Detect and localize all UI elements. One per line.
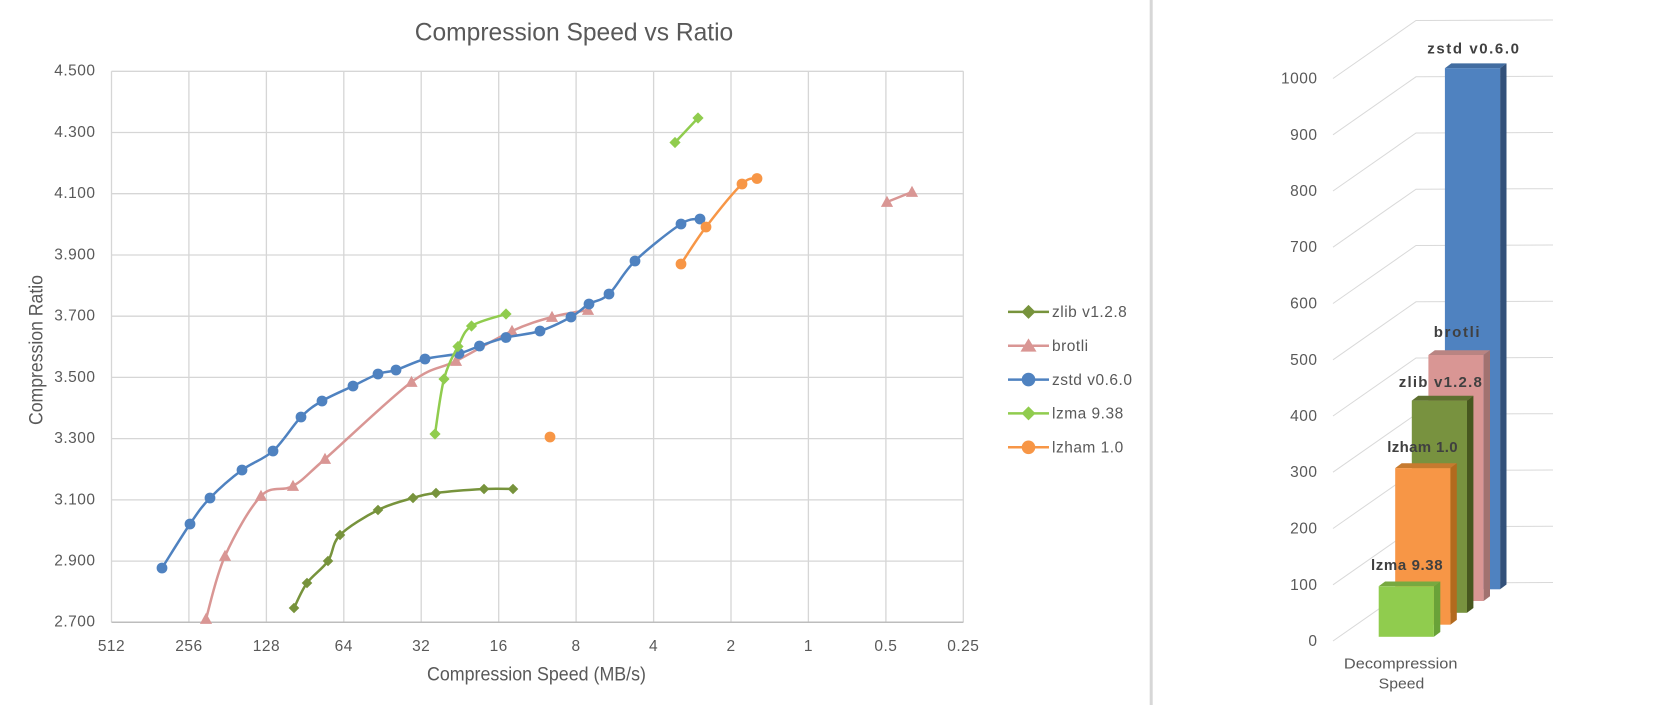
svg-text:100: 100	[1290, 577, 1317, 594]
svg-text:3.500: 3.500	[54, 369, 95, 386]
svg-text:lzma 9.38: lzma 9.38	[1371, 557, 1443, 574]
svg-text:2.900: 2.900	[54, 553, 95, 570]
svg-text:Compression Speed (MB/s): Compression Speed (MB/s)	[427, 664, 646, 686]
svg-text:4.300: 4.300	[54, 124, 95, 141]
svg-text:lzham 1.0: lzham 1.0	[1052, 440, 1124, 457]
svg-text:800: 800	[1290, 183, 1317, 200]
svg-text:2.700: 2.700	[54, 614, 95, 631]
svg-text:3.700: 3.700	[54, 308, 95, 325]
svg-text:zlib v1.2.8: zlib v1.2.8	[1399, 374, 1482, 391]
svg-text:32: 32	[412, 638, 430, 655]
svg-text:4: 4	[649, 638, 658, 655]
svg-text:512: 512	[98, 638, 125, 655]
svg-text:Decompression: Decompression	[1344, 656, 1458, 673]
svg-text:Compression Ratio: Compression Ratio	[26, 275, 48, 425]
svg-text:128: 128	[253, 638, 280, 655]
svg-text:64: 64	[335, 638, 353, 655]
svg-text:brotli: brotli	[1434, 324, 1480, 341]
svg-text:0.5: 0.5	[874, 638, 897, 655]
svg-text:4.500: 4.500	[54, 63, 95, 80]
svg-text:0.25: 0.25	[947, 638, 979, 655]
svg-text:Speed: Speed	[1379, 676, 1425, 693]
svg-text:zstd v0.6.0: zstd v0.6.0	[1427, 41, 1519, 58]
svg-text:2: 2	[726, 638, 735, 655]
svg-text:200: 200	[1290, 521, 1317, 538]
svg-text:600: 600	[1290, 296, 1317, 313]
svg-text:Compression Speed vs Ratio: Compression Speed vs Ratio	[415, 20, 734, 47]
svg-text:3.100: 3.100	[54, 491, 95, 508]
svg-text:16: 16	[490, 638, 508, 655]
svg-text:500: 500	[1290, 352, 1317, 369]
svg-text:3.300: 3.300	[54, 430, 95, 447]
svg-text:300: 300	[1290, 464, 1317, 481]
svg-text:256: 256	[175, 638, 202, 655]
svg-text:1: 1	[804, 638, 813, 655]
svg-text:900: 900	[1290, 127, 1317, 144]
svg-text:brotli: brotli	[1052, 338, 1089, 355]
svg-text:zlib v1.2.8: zlib v1.2.8	[1052, 304, 1127, 321]
svg-text:3.900: 3.900	[54, 246, 95, 263]
svg-text:lzham 1.0: lzham 1.0	[1387, 439, 1457, 456]
svg-text:4.100: 4.100	[54, 185, 95, 202]
svg-text:400: 400	[1290, 408, 1317, 425]
svg-text:0: 0	[1308, 633, 1317, 650]
svg-text:8: 8	[572, 638, 581, 655]
svg-text:lzma 9.38: lzma 9.38	[1052, 406, 1124, 423]
svg-text:1000: 1000	[1281, 71, 1317, 88]
svg-text:700: 700	[1290, 239, 1317, 256]
svg-text:zstd v0.6.0: zstd v0.6.0	[1052, 372, 1132, 389]
